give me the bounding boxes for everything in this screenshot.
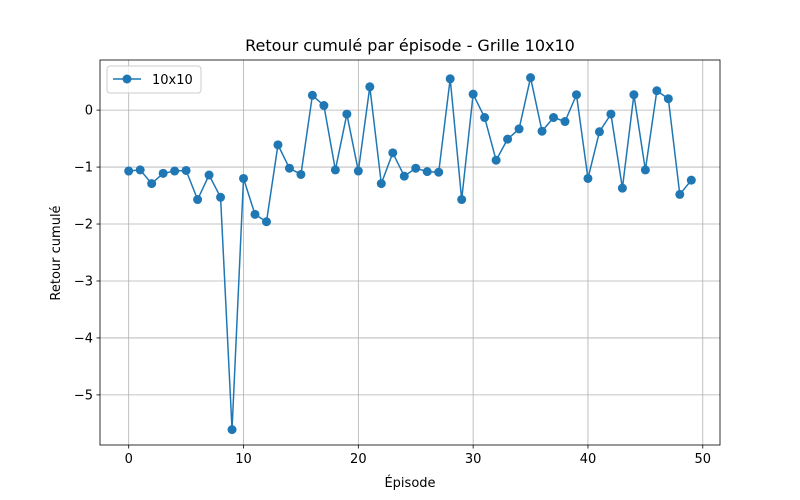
data-point bbox=[353, 166, 363, 176]
data-point bbox=[491, 155, 501, 165]
x-axis-title: Épisode bbox=[384, 475, 435, 491]
series-layer bbox=[124, 73, 696, 435]
data-point bbox=[284, 163, 294, 173]
data-point bbox=[399, 171, 409, 181]
data-point bbox=[503, 134, 513, 144]
data-point bbox=[434, 167, 444, 177]
legend-marker-swatch bbox=[122, 74, 132, 84]
data-point bbox=[617, 183, 627, 193]
grid-lines bbox=[100, 60, 720, 445]
x-tick-label: 50 bbox=[695, 452, 712, 467]
x-tick-label: 30 bbox=[465, 452, 482, 467]
y-tick-label: −3 bbox=[74, 274, 93, 289]
data-point bbox=[319, 101, 329, 111]
data-point bbox=[181, 165, 191, 175]
data-point bbox=[411, 163, 421, 173]
data-point bbox=[480, 113, 490, 123]
data-point bbox=[686, 175, 696, 185]
x-tick-label: 10 bbox=[235, 452, 252, 467]
data-point bbox=[330, 165, 340, 175]
data-point bbox=[457, 195, 467, 205]
y-tick-label: −2 bbox=[74, 218, 93, 233]
data-point bbox=[468, 89, 478, 99]
y-axis-ticks: −5 −4 −3 −2 −1 0 bbox=[74, 104, 100, 403]
y-tick-label: −4 bbox=[74, 331, 93, 346]
data-point bbox=[663, 94, 673, 104]
data-point bbox=[560, 117, 570, 127]
series-line bbox=[128, 76, 692, 431]
data-point bbox=[422, 167, 432, 177]
data-point bbox=[135, 165, 145, 175]
data-point bbox=[124, 166, 134, 176]
x-tick-label: 40 bbox=[580, 452, 597, 467]
data-point bbox=[549, 113, 559, 123]
data-point bbox=[273, 140, 283, 150]
y-axis-title: Retour cumulé bbox=[49, 205, 64, 300]
y-tick-label: 0 bbox=[85, 104, 93, 119]
data-point bbox=[250, 209, 260, 219]
data-point bbox=[204, 170, 214, 180]
data-point bbox=[170, 166, 180, 176]
data-point bbox=[526, 73, 536, 83]
data-point bbox=[342, 109, 352, 119]
data-point bbox=[652, 86, 662, 96]
plot-area-frame bbox=[99, 59, 721, 446]
data-point bbox=[537, 126, 547, 136]
data-point bbox=[216, 192, 226, 202]
y-tick-label: −5 bbox=[74, 388, 93, 403]
data-point bbox=[193, 195, 203, 205]
legend: 10x10 bbox=[106, 65, 202, 94]
data-point bbox=[296, 169, 306, 179]
data-point bbox=[376, 179, 386, 189]
x-tick-label: 20 bbox=[350, 452, 367, 467]
data-point bbox=[239, 173, 249, 183]
y-tick-label: −1 bbox=[74, 161, 93, 176]
data-point bbox=[147, 179, 157, 189]
data-point bbox=[606, 109, 616, 119]
legend-label: 10x10 bbox=[152, 73, 193, 88]
data-point bbox=[158, 168, 168, 178]
data-point bbox=[629, 90, 639, 100]
data-point bbox=[640, 165, 650, 175]
data-point bbox=[594, 127, 604, 137]
data-point bbox=[571, 90, 581, 100]
chart-title: Retour cumulé par épisode - Grille 10x10 bbox=[245, 36, 575, 55]
legend-box bbox=[106, 65, 202, 94]
data-point bbox=[514, 124, 524, 134]
data-point bbox=[227, 425, 237, 435]
data-point bbox=[365, 82, 375, 92]
data-point bbox=[388, 148, 398, 158]
data-point bbox=[675, 189, 685, 199]
data-point bbox=[445, 74, 455, 84]
data-point bbox=[307, 90, 317, 100]
data-point bbox=[583, 173, 593, 183]
data-point bbox=[261, 217, 271, 227]
x-tick-label: 0 bbox=[125, 452, 133, 467]
x-axis-ticks: 0 10 20 30 40 50 bbox=[125, 445, 711, 467]
